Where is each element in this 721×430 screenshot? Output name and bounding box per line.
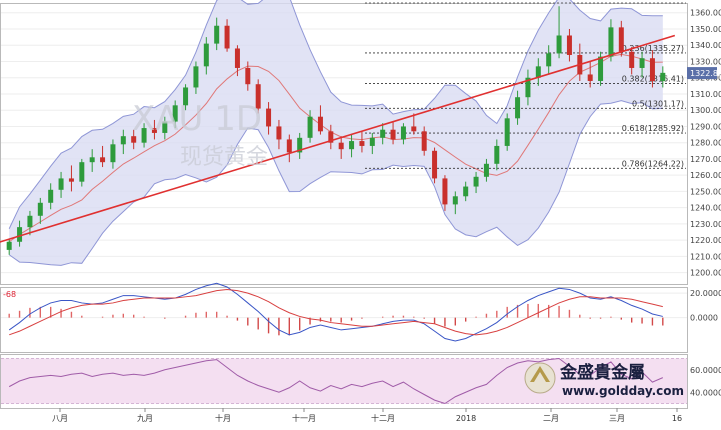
- last-price-label: 1322.85: [690, 69, 721, 78]
- x-axis: 八月 九月 十月 十一月 十二月 2018 二月 三月 16: [52, 408, 682, 423]
- y-tick-label: 1310.00: [690, 90, 721, 99]
- candle-body: [567, 35, 572, 54]
- candle-body: [432, 151, 437, 179]
- candle-body: [391, 130, 396, 140]
- candle-body: [349, 141, 354, 149]
- candle-body: [59, 178, 64, 189]
- candle-body: [193, 66, 198, 87]
- candle-body: [650, 58, 655, 81]
- fib-label: 0.618(1285.92): [622, 124, 684, 133]
- candle-body: [308, 117, 313, 138]
- y-tick-label: 1210.00: [690, 252, 721, 261]
- fib-label: 0.5(1301.17): [632, 99, 684, 108]
- candle-body: [370, 138, 375, 146]
- candle-body: [359, 141, 364, 146]
- candle-body: [79, 162, 84, 181]
- y-tick-label: 20.0000: [690, 289, 721, 298]
- candle-body: [640, 58, 645, 68]
- fib-label: 0.786(1264.22): [622, 159, 684, 168]
- candle-body: [629, 52, 634, 68]
- candle-body: [214, 26, 219, 44]
- candle-body: [225, 26, 230, 49]
- x-tick-label: 16: [672, 414, 682, 423]
- candle-body: [110, 144, 115, 162]
- candle-body: [557, 35, 562, 53]
- candle-body: [204, 44, 209, 67]
- candle-body: [422, 131, 427, 150]
- y-tick-label: 1230.00: [690, 220, 721, 229]
- watermark-symbol: XAU 1D: [132, 99, 262, 139]
- y-tick-label: 1340.00: [690, 41, 721, 50]
- candle-body: [411, 126, 416, 131]
- macd-panel: 20.0000 0.0000 -68: [1, 283, 721, 352]
- x-tick-label: 十一月: [292, 413, 316, 423]
- candle-body: [598, 57, 603, 81]
- x-tick-label: 十二月: [371, 413, 395, 423]
- candle-body: [660, 73, 665, 81]
- x-tick-label: 2018: [456, 414, 476, 423]
- candle-body: [276, 126, 281, 139]
- candle-body: [7, 242, 12, 250]
- candle-body: [38, 203, 43, 216]
- candle-body: [505, 118, 510, 146]
- candle-body: [588, 74, 593, 80]
- y-tick-label: 1250.00: [690, 187, 721, 196]
- x-tick-label: 八月: [52, 414, 68, 423]
- y-tick-label: 1200.00: [690, 269, 721, 278]
- y-tick-label: 1350.00: [690, 25, 721, 34]
- candle-body: [484, 164, 489, 177]
- brand-url: www.goldday.com: [562, 384, 684, 398]
- y-tick-label: 40.0000: [690, 388, 721, 397]
- candle-body: [339, 143, 344, 149]
- candle-body: [474, 177, 479, 187]
- y-tick-label: 60.0000: [690, 366, 721, 375]
- y-tick-label: 0.0000: [690, 314, 718, 323]
- candle-body: [287, 139, 292, 152]
- candle-body: [69, 178, 74, 181]
- candle-body: [442, 178, 447, 204]
- candle-body: [235, 48, 240, 67]
- candle-body: [463, 187, 468, 197]
- candle-body: [380, 130, 385, 138]
- candle-body: [546, 53, 551, 66]
- y-tick-label: 1330.00: [690, 57, 721, 66]
- candle-body: [619, 27, 624, 51]
- candle-body: [515, 97, 520, 118]
- candle-body: [100, 157, 105, 162]
- candle-body: [494, 146, 499, 164]
- candle-body: [266, 109, 271, 127]
- x-tick-label: 九月: [137, 414, 153, 423]
- price-panel: 1360.001350.001340.001330.001320.001310.…: [0, 0, 721, 284]
- candle-body: [27, 216, 32, 227]
- brand-name: 金盛貴金屬: [559, 362, 645, 383]
- candle-body: [401, 126, 406, 139]
- candle-body: [608, 27, 613, 56]
- macd-label: -68: [3, 290, 16, 299]
- candle-body: [318, 117, 323, 132]
- watermark-name: 现货黄金: [180, 145, 268, 170]
- y-tick-label: 1240.00: [690, 204, 721, 213]
- candle-body: [245, 68, 250, 84]
- y-tick-label: 1270.00: [690, 155, 721, 164]
- y-tick-label: 1290.00: [690, 122, 721, 131]
- x-tick-label: 二月: [543, 414, 559, 423]
- x-tick-label: 三月: [609, 414, 625, 423]
- candle-body: [48, 190, 53, 203]
- y-tick-label: 1280.00: [690, 139, 721, 148]
- candle-body: [121, 136, 126, 144]
- y-tick-label: 1220.00: [690, 236, 721, 245]
- candle-body: [17, 227, 22, 242]
- candle-body: [90, 157, 95, 162]
- y-tick-label: 1300.00: [690, 106, 721, 115]
- candle-body: [453, 196, 458, 204]
- x-tick-label: 十月: [215, 413, 231, 423]
- y-tick-label: 1260.00: [690, 171, 721, 180]
- y-tick-label: 1360.00: [690, 9, 721, 18]
